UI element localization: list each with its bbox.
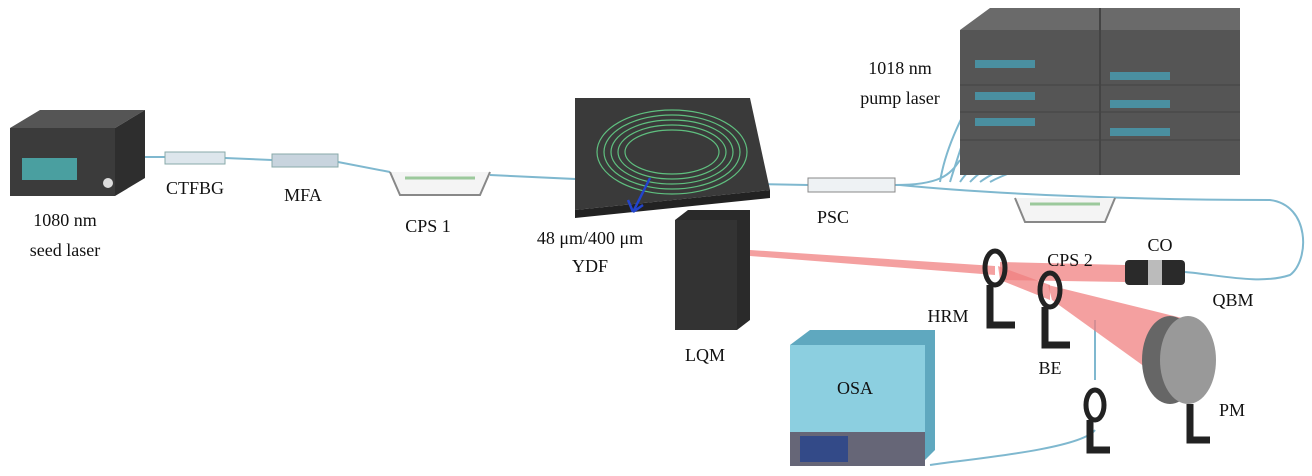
label: HRM xyxy=(927,306,968,326)
label: CPS 2 xyxy=(1047,250,1093,270)
pm xyxy=(1142,316,1216,440)
label: 48 μm/400 μm xyxy=(537,228,643,248)
label: seed laser xyxy=(30,240,100,260)
label: LQM xyxy=(685,345,725,365)
label: CTFBG xyxy=(166,178,224,198)
beam xyxy=(750,250,995,275)
label: 1018 nm xyxy=(868,58,932,78)
label: PSC xyxy=(817,207,849,227)
mfa xyxy=(272,154,338,167)
pump-laser xyxy=(960,8,1240,175)
label: CO xyxy=(1147,235,1172,255)
label: QBM xyxy=(1212,290,1253,310)
label: pump laser xyxy=(860,88,939,108)
label: YDF xyxy=(572,256,608,276)
osa-fiber xyxy=(930,320,1095,465)
label: OSA xyxy=(837,378,873,398)
ctfbg xyxy=(165,152,225,164)
cps2 xyxy=(1015,198,1115,222)
co-ring xyxy=(1148,260,1162,285)
label: 1080 nm xyxy=(33,210,97,230)
cps1 xyxy=(390,172,490,195)
label: BE xyxy=(1038,358,1061,378)
psc xyxy=(808,178,895,192)
seed-laser-knob xyxy=(103,178,113,188)
lqm xyxy=(675,220,737,330)
label: CPS 1 xyxy=(405,216,451,236)
diagram: 1080 nm seed laser CTFBG MFA CPS 1 48 μm… xyxy=(0,0,1312,476)
label: MFA xyxy=(284,185,322,205)
seed-laser-screen xyxy=(22,158,77,180)
label: PM xyxy=(1219,400,1245,420)
mirror xyxy=(1086,390,1110,450)
